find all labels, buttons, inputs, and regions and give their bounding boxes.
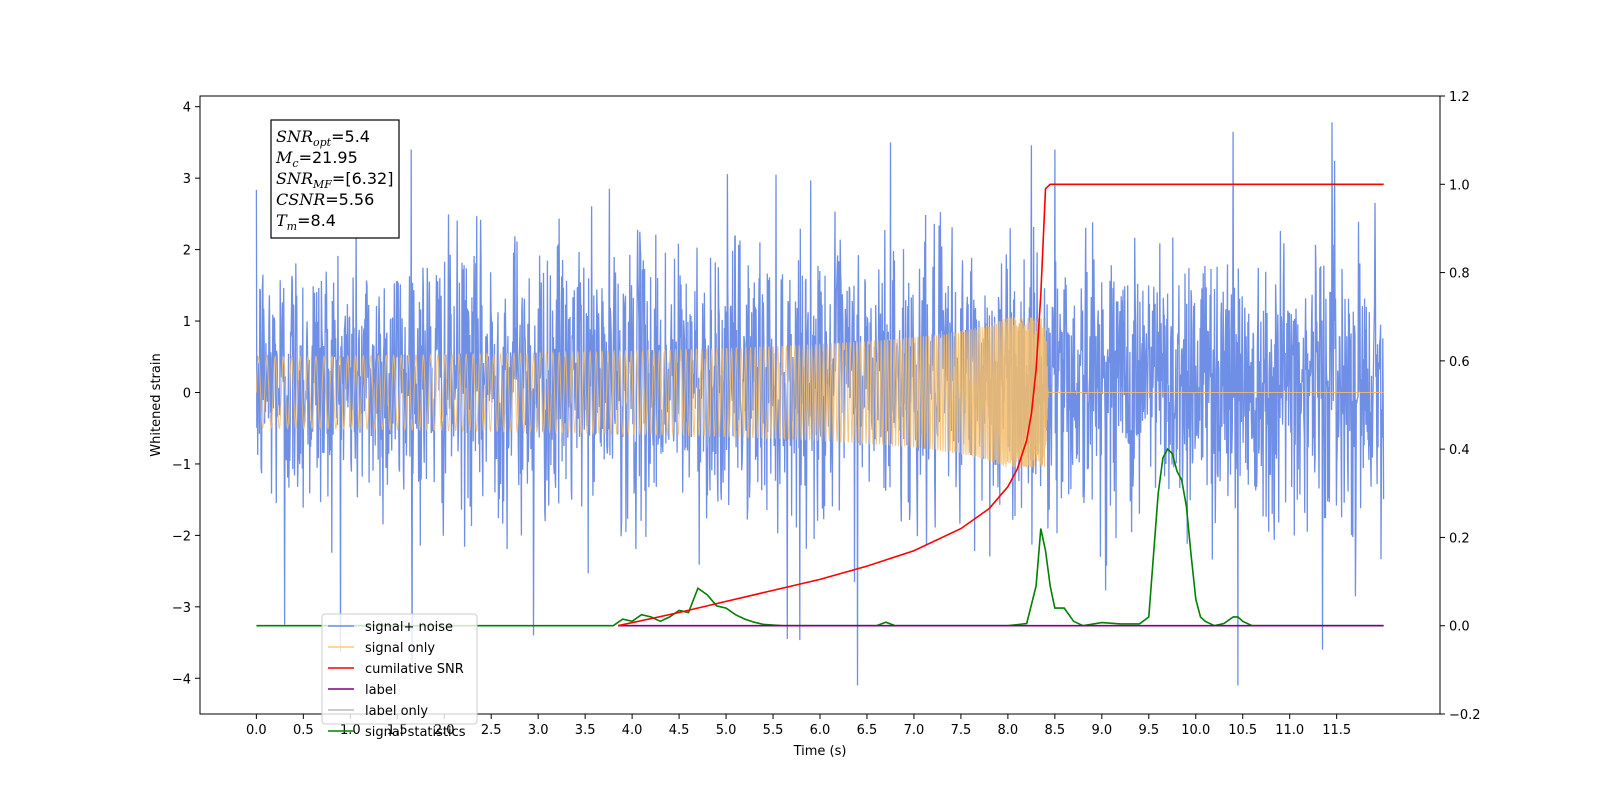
y2-tick-label: −0.2 (1449, 708, 1481, 723)
y-tick-label: 1 (183, 315, 191, 330)
x-tick-label: 7.0 (904, 723, 925, 738)
legend-entry: signal only (328, 641, 435, 656)
x-tick-label: 2.0 (434, 723, 455, 738)
series-cumulative-snr (617, 183, 1384, 627)
y2-tick-label: 1.0 (1449, 178, 1470, 193)
x-tick-label: 4.5 (669, 723, 690, 738)
legend-entry: label only (328, 704, 428, 719)
y-tick-label: 0 (183, 386, 191, 401)
series-signal-only (255, 317, 1384, 468)
x-tick-label: 3.0 (528, 723, 549, 738)
x-tick-label: 11.0 (1275, 723, 1304, 738)
x-tick-label: 9.5 (1138, 723, 1159, 738)
legend-label: signal statistics (365, 725, 466, 740)
legend-label: label (365, 683, 396, 698)
legend-frame (321, 613, 478, 725)
legend: signal+ noise signal only cumilative SNR la… (321, 613, 478, 740)
x-tick-label: 8.5 (1045, 723, 1066, 738)
annotation-frame (270, 119, 400, 239)
y2-tick-label: 0.6 (1449, 355, 1470, 370)
y2-tick-label: 0.2 (1449, 531, 1470, 546)
y2-tick-label: 0.0 (1449, 620, 1470, 635)
annotation-line: SNRMF=[6.32] (276, 169, 393, 191)
x-tick-label: 7.5 (951, 723, 972, 738)
y-tick-label: 3 (183, 172, 191, 187)
legend-label: signal only (365, 641, 435, 656)
x-tick-label: 5.5 (763, 723, 784, 738)
x-tick-label: 6.0 (810, 723, 831, 738)
x-tick-label: 9.0 (1091, 723, 1112, 738)
plot-area (255, 122, 1385, 686)
y2-tick-label: 0.4 (1449, 443, 1470, 458)
x-tick-label: 11.5 (1322, 723, 1351, 738)
legend-label: signal+ noise (365, 620, 453, 635)
x-tick-label: 10.0 (1181, 723, 1210, 738)
y-axis-title: Whitened strain (149, 353, 164, 456)
x-tick-label: 5.0 (716, 723, 737, 738)
y-tick-label: −3 (172, 601, 191, 616)
y2-tick-label: 0.8 (1449, 267, 1470, 282)
legend-entry: signal statistics (328, 725, 466, 740)
x-tick-label: 10.5 (1228, 723, 1257, 738)
y2-tick-label: 1.2 (1449, 90, 1470, 105)
legend-entry: signal+ noise (328, 620, 453, 635)
axes: 0.0 0.5 1.0 1.5 2.0 2.5 3.0 3.5 4.0 4.5 5.0 5.5 6.0 6… (172, 90, 1481, 738)
x-tick-label: 3.5 (575, 723, 596, 738)
x-tick-label: 0.5 (293, 723, 314, 738)
annotation-line: SNRopt=5.4 (276, 127, 370, 149)
y-tick-label: −4 (172, 672, 191, 687)
x-tick-label: 1.5 (387, 723, 408, 738)
series-signal-statistics (256, 447, 1384, 627)
x-tick-label: 6.5 (857, 723, 878, 738)
x-tick-label: 4.0 (622, 723, 643, 738)
legend-label: label only (365, 704, 428, 719)
x-tick-label: 0.0 (246, 723, 267, 738)
legend-entry: label (328, 683, 396, 698)
y-tick-label: 2 (183, 244, 191, 259)
legend-entry: cumilative SNR (328, 662, 464, 677)
x-tick-label: 2.5 (481, 723, 502, 738)
y-tick-label: −1 (172, 458, 191, 473)
annotation-line: Tm=8.4 (276, 211, 336, 233)
legend-label: cumilative SNR (365, 662, 464, 677)
x-tick-label: 8.0 (998, 723, 1019, 738)
y-tick-label: 4 (183, 101, 191, 116)
annotation-line: CSNR=5.56 (276, 190, 374, 209)
y-tick-label: −2 (172, 529, 191, 544)
x-axis-title: Time (s) (793, 744, 847, 759)
annotation-line: Mc=21.95 (275, 148, 358, 170)
